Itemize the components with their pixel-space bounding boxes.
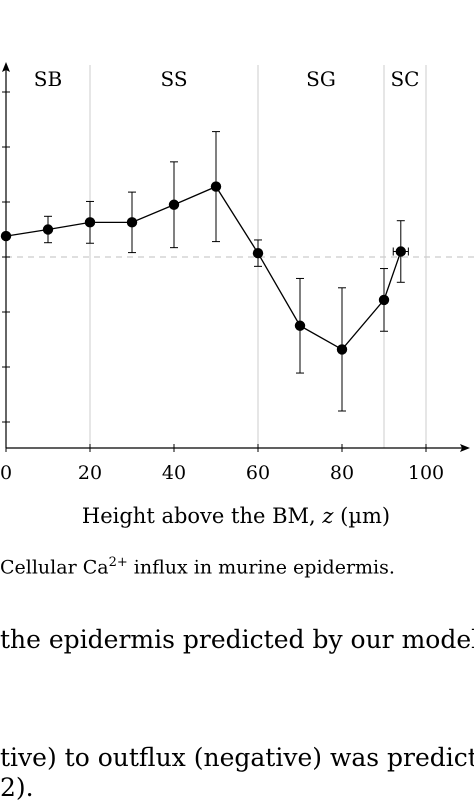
calcium-influx-chart: 0 20 40 60 80 100 SB SS SG SC Height above the B… xyxy=(0,62,474,528)
axis-ticks: 0 20 40 60 80 100 xyxy=(0,91,444,484)
data-point xyxy=(294,320,306,331)
region-label: SB xyxy=(34,67,62,91)
figure-caption: Cellular Ca2+ influx in murine epidermis… xyxy=(0,555,395,579)
data-point xyxy=(84,217,96,228)
body-text-line: tive) to outflux (negative) was predicte xyxy=(0,743,474,772)
region-labels: SB SS SG SC xyxy=(34,67,420,91)
region-label: SS xyxy=(160,67,187,91)
x-tick-label: 0 xyxy=(0,462,12,484)
data-point xyxy=(395,246,406,257)
y-axis-arrowhead xyxy=(2,62,10,72)
data-point xyxy=(252,247,264,259)
x-axis-arrowhead xyxy=(460,444,470,452)
data-points xyxy=(0,181,406,355)
body-text-line: the epidermis predicted by our model. xyxy=(0,625,474,654)
data-point xyxy=(126,217,138,228)
region-label: SG xyxy=(306,67,336,91)
x-axis-label: Height above the BM, z (µm) xyxy=(82,504,390,528)
data-point xyxy=(378,294,390,306)
x-tick-label: 40 xyxy=(162,462,186,484)
x-tick-label: 100 xyxy=(408,462,444,484)
error-bars xyxy=(44,131,409,412)
data-point xyxy=(168,199,180,210)
data-point xyxy=(210,181,222,192)
x-tick-label: 80 xyxy=(330,462,354,484)
chart-axes xyxy=(2,62,470,452)
region-label: SC xyxy=(390,67,419,91)
data-point xyxy=(336,344,348,355)
x-tick-label: 20 xyxy=(78,462,102,484)
body-text-line: 2). xyxy=(0,773,34,802)
x-tick-label: 60 xyxy=(246,462,270,484)
data-point xyxy=(42,224,54,235)
data-point xyxy=(0,230,12,242)
